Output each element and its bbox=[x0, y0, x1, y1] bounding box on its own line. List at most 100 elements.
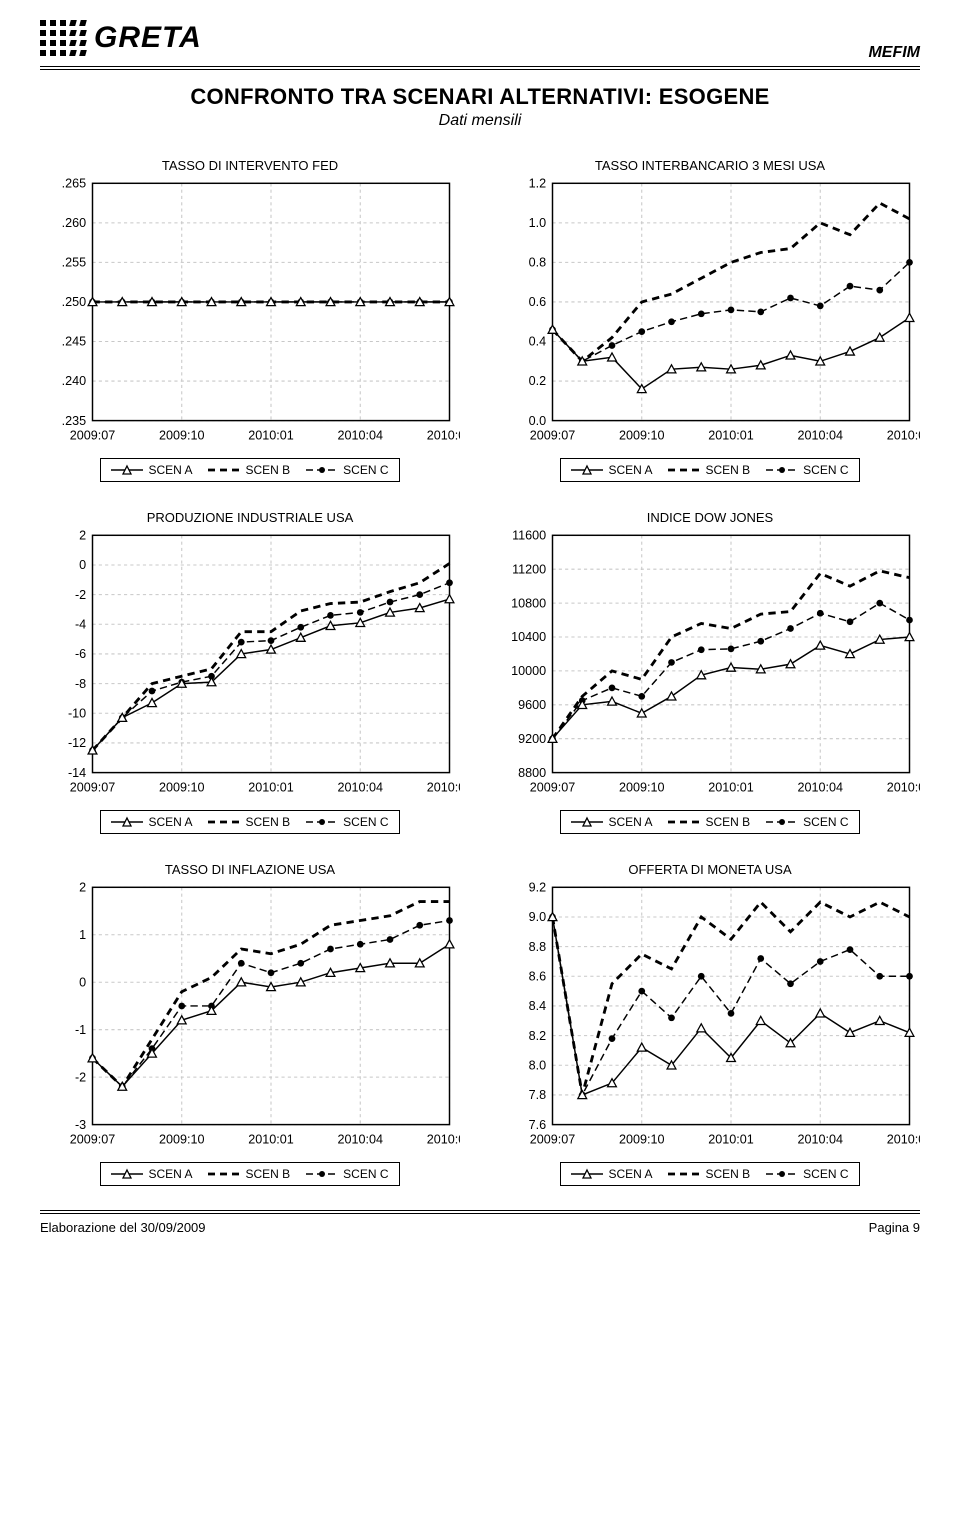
svg-text:8800: 8800 bbox=[518, 766, 546, 780]
legend-label: SCEN A bbox=[608, 463, 652, 477]
footer-page: Pagina 9 bbox=[869, 1220, 920, 1235]
legend-label: SCEN B bbox=[245, 1167, 290, 1181]
legend-label: SCEN A bbox=[148, 1167, 192, 1181]
legend-label: SCEN C bbox=[343, 1167, 388, 1181]
chart-panel: INDICE DOW JONES 88009200960010000104001… bbox=[500, 510, 920, 834]
svg-text:2010:04: 2010:04 bbox=[337, 1133, 383, 1147]
svg-text:2010:07: 2010:07 bbox=[887, 781, 920, 795]
svg-text:2010:04: 2010:04 bbox=[797, 429, 843, 443]
svg-text:2010:01: 2010:01 bbox=[708, 1133, 754, 1147]
svg-text:2010:01: 2010:01 bbox=[248, 1133, 294, 1147]
legend-swatch-icon bbox=[668, 816, 700, 828]
svg-text:-4: -4 bbox=[75, 617, 86, 631]
svg-text:8.0: 8.0 bbox=[529, 1058, 547, 1072]
svg-text:1.0: 1.0 bbox=[529, 216, 547, 230]
chart-title: PRODUZIONE INDUSTRIALE USA bbox=[40, 510, 460, 525]
legend-item: SCEN C bbox=[766, 815, 848, 829]
svg-text:2010:07: 2010:07 bbox=[887, 429, 920, 443]
chart-legend: SCEN A SCEN B SCEN C bbox=[560, 810, 859, 834]
legend-label: SCEN C bbox=[343, 463, 388, 477]
chart-panel: TASSO DI INTERVENTO FED .235.240.245.250… bbox=[40, 158, 460, 482]
legend-item: SCEN B bbox=[208, 463, 290, 477]
svg-text:1.2: 1.2 bbox=[529, 177, 547, 191]
chart-title: TASSO INTERBANCARIO 3 MESI USA bbox=[500, 158, 920, 173]
legend-label: SCEN B bbox=[705, 463, 750, 477]
svg-text:-3: -3 bbox=[75, 1118, 86, 1132]
legend-item: SCEN C bbox=[306, 1167, 388, 1181]
legend-item: SCEN A bbox=[111, 463, 192, 477]
footer-rule bbox=[40, 1210, 920, 1214]
svg-text:2009:07: 2009:07 bbox=[70, 1133, 116, 1147]
legend-item: SCEN A bbox=[571, 815, 652, 829]
legend-swatch-icon bbox=[766, 464, 798, 476]
legend-swatch-icon bbox=[111, 1168, 143, 1180]
chart-grid: TASSO DI INTERVENTO FED .235.240.245.250… bbox=[40, 158, 920, 1186]
legend-item: SCEN A bbox=[571, 1167, 652, 1181]
chart-title: INDICE DOW JONES bbox=[500, 510, 920, 525]
svg-text:0.6: 0.6 bbox=[529, 295, 547, 309]
svg-text:2009:10: 2009:10 bbox=[619, 1133, 665, 1147]
legend-swatch-icon bbox=[306, 1168, 338, 1180]
svg-text:0.8: 0.8 bbox=[529, 256, 547, 270]
legend-label: SCEN B bbox=[245, 815, 290, 829]
svg-text:2009:10: 2009:10 bbox=[159, 1133, 205, 1147]
svg-text:2009:10: 2009:10 bbox=[619, 429, 665, 443]
legend-label: SCEN B bbox=[245, 463, 290, 477]
legend-label: SCEN B bbox=[705, 1167, 750, 1181]
svg-text:2009:07: 2009:07 bbox=[70, 429, 116, 443]
svg-text:0.0: 0.0 bbox=[529, 414, 547, 428]
svg-text:9600: 9600 bbox=[518, 698, 546, 712]
svg-text:-2: -2 bbox=[75, 1070, 86, 1084]
svg-text:-8: -8 bbox=[75, 677, 86, 691]
svg-text:2010:07: 2010:07 bbox=[427, 1133, 460, 1147]
legend-item: SCEN C bbox=[306, 463, 388, 477]
svg-text:.250: .250 bbox=[62, 295, 87, 309]
legend-label: SCEN A bbox=[608, 815, 652, 829]
svg-text:8.6: 8.6 bbox=[529, 969, 547, 983]
svg-text:11600: 11600 bbox=[512, 529, 546, 543]
svg-text:2010:07: 2010:07 bbox=[427, 429, 460, 443]
chart-legend: SCEN A SCEN B SCEN C bbox=[100, 458, 399, 482]
chart-panel: PRODUZIONE INDUSTRIALE USA -14-12-10-8-6… bbox=[40, 510, 460, 834]
svg-text:2009:10: 2009:10 bbox=[159, 781, 205, 795]
svg-text:-2: -2 bbox=[75, 588, 86, 602]
page-subtitle: Dati mensili bbox=[40, 112, 920, 130]
brand-name: GRETA bbox=[94, 21, 202, 55]
svg-text:10000: 10000 bbox=[511, 664, 546, 678]
legend-item: SCEN C bbox=[306, 815, 388, 829]
chart-svg: 0.00.20.40.60.81.01.2 2009:072009:102010… bbox=[500, 177, 920, 450]
svg-text:0: 0 bbox=[79, 975, 86, 989]
legend-item: SCEN C bbox=[766, 463, 848, 477]
svg-text:7.6: 7.6 bbox=[529, 1118, 547, 1132]
svg-text:10800: 10800 bbox=[511, 596, 546, 610]
svg-text:2010:04: 2010:04 bbox=[337, 781, 383, 795]
chart-title: OFFERTA DI MONETA USA bbox=[500, 862, 920, 877]
chart-svg: -3-2-1012 2009:072009:102010:012010:0420… bbox=[40, 881, 460, 1154]
footer: Elaborazione del 30/09/2009 Pagina 9 bbox=[40, 1220, 920, 1235]
svg-text:2009:07: 2009:07 bbox=[70, 781, 116, 795]
legend-item: SCEN A bbox=[111, 815, 192, 829]
legend-swatch-icon bbox=[766, 1168, 798, 1180]
svg-text:0: 0 bbox=[79, 558, 86, 572]
svg-text:.235: .235 bbox=[62, 414, 87, 428]
svg-text:2010:01: 2010:01 bbox=[248, 781, 294, 795]
svg-text:2: 2 bbox=[79, 529, 86, 543]
legend-swatch-icon bbox=[306, 816, 338, 828]
header-rule bbox=[40, 66, 920, 70]
svg-text:11200: 11200 bbox=[512, 562, 546, 576]
legend-label: SCEN A bbox=[608, 1167, 652, 1181]
legend-swatch-icon bbox=[111, 464, 143, 476]
svg-text:2009:07: 2009:07 bbox=[530, 781, 576, 795]
chart-title: TASSO DI INFLAZIONE USA bbox=[40, 862, 460, 877]
svg-text:9.0: 9.0 bbox=[529, 910, 547, 924]
legend-item: SCEN B bbox=[668, 463, 750, 477]
svg-text:2010:07: 2010:07 bbox=[887, 1133, 920, 1147]
legend-label: SCEN C bbox=[803, 1167, 848, 1181]
svg-text:2010:04: 2010:04 bbox=[337, 429, 383, 443]
logo-dots-icon bbox=[40, 20, 86, 56]
svg-text:2010:04: 2010:04 bbox=[797, 1133, 843, 1147]
legend-label: SCEN A bbox=[148, 463, 192, 477]
svg-text:.245: .245 bbox=[62, 335, 87, 349]
svg-text:0.4: 0.4 bbox=[529, 335, 547, 349]
chart-svg: .235.240.245.250.255.260.265 2009:072009… bbox=[40, 177, 460, 450]
